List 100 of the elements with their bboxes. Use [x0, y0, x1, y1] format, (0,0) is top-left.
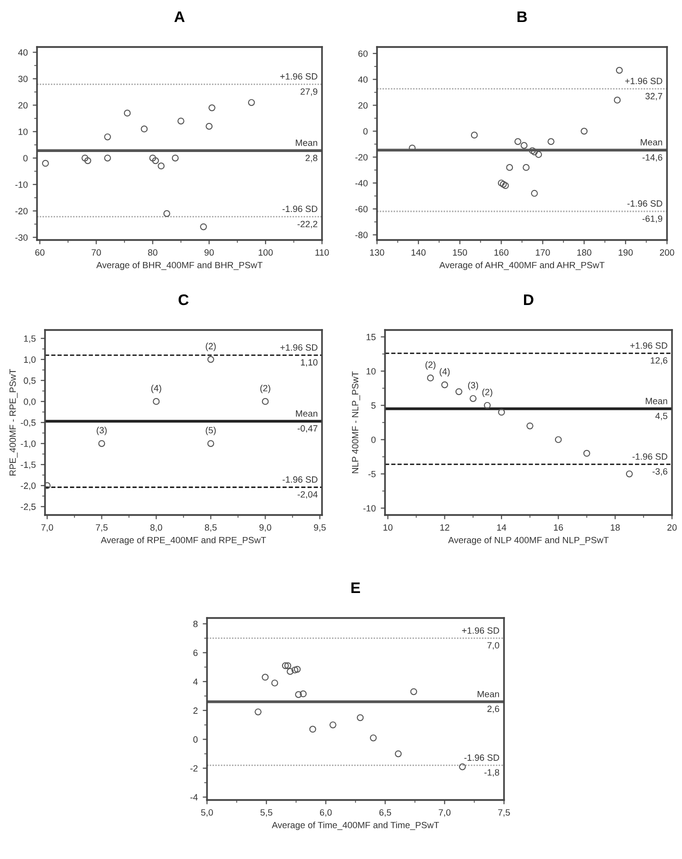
- x-tick-label: 140: [412, 249, 426, 256]
- y-tick-label: -30: [15, 234, 28, 241]
- x-tick-label: 16: [554, 524, 563, 531]
- x-tick-label: 170: [536, 249, 550, 256]
- ref-line-label: -1.96 SD: [464, 754, 500, 761]
- ref-line-label: Mean: [646, 398, 668, 404]
- chart-title: C: [178, 294, 189, 306]
- ref-line-label: +1.96 SD: [630, 342, 668, 349]
- x-axis-title: Average of Time_400MF and Time_PSwT: [272, 822, 440, 830]
- y-tick-label: 1,0: [24, 356, 36, 364]
- y-tick-label: 40: [18, 49, 28, 56]
- chart-title: D: [524, 294, 534, 305]
- x-axis-title: Average of BHR_400MF and BHR_PSwT: [96, 262, 263, 270]
- x-tick-label: 80: [148, 249, 158, 256]
- y-tick-label: 20: [18, 102, 28, 109]
- ref-line-label: +1.96 SD: [280, 344, 318, 351]
- y-tick-label: -1,5: [20, 462, 36, 469]
- annotation: -2,04: [298, 491, 318, 499]
- x-tick-label: 8,5: [204, 524, 217, 532]
- y-tick-label: -2,0: [20, 482, 36, 490]
- annotation: (2): [482, 388, 492, 398]
- y-tick-label: -20: [355, 154, 368, 160]
- y-tick-label: 2: [193, 707, 198, 714]
- ref-line-label: -1.96 SD: [282, 206, 318, 212]
- annotation: (2): [206, 342, 216, 352]
- annotation: 2,6: [487, 706, 500, 714]
- y-tick-label: 8: [193, 620, 198, 628]
- x-tick-label: 200: [660, 249, 674, 256]
- y-tick-label: 0,0: [24, 398, 36, 406]
- annotation: 32,7: [645, 92, 662, 100]
- x-tick-label: 190: [618, 249, 633, 256]
- x-tick-label: 9,0: [259, 524, 272, 532]
- x-tick-label: 5,5: [260, 809, 272, 817]
- y-tick-label: -40: [355, 180, 368, 186]
- y-axis-title: NLP 400MF - NLP_PSwT: [352, 371, 360, 474]
- y-tick-label: -10: [363, 505, 376, 512]
- x-tick-label: 8,0: [150, 524, 162, 532]
- ref-line-label: -1.96 SD: [282, 476, 318, 483]
- x-tick-label: 7,5: [498, 809, 510, 817]
- y-tick-label: 30: [18, 76, 28, 82]
- x-tick-label: 12: [440, 524, 450, 531]
- annotation: (3): [468, 382, 478, 390]
- annotation: 27,9: [300, 88, 318, 96]
- y-tick-label: -1,0: [20, 440, 36, 448]
- chart-title: B: [518, 11, 527, 22]
- y-tick-label: 4: [193, 678, 198, 685]
- chart-title: E: [351, 582, 360, 593]
- y-tick-label: 60: [358, 50, 368, 57]
- y-tick-label: 40: [358, 76, 368, 83]
- y-tick-label: 0: [193, 736, 198, 743]
- x-tick-label: 7,0: [41, 524, 54, 532]
- x-tick-label: 180: [577, 249, 592, 256]
- x-tick-label: 100: [258, 249, 273, 256]
- ref-line-label: Mean: [296, 140, 318, 146]
- y-tick-label: -0,5: [20, 419, 36, 427]
- annotation: -3,6: [652, 468, 668, 476]
- y-tick-label: 1,5: [24, 335, 36, 343]
- ref-line-label: +1.96 SD: [462, 627, 500, 634]
- x-tick-label: 5,0: [201, 809, 213, 817]
- y-tick-label: 0: [371, 436, 376, 443]
- x-tick-label: 9,5: [314, 524, 326, 532]
- y-tick-label: 0: [23, 155, 28, 162]
- y-tick-label: -4: [190, 794, 198, 800]
- ref-line-label: -1.96 SD: [627, 200, 662, 207]
- ref-line-label: +1.96 SD: [280, 73, 318, 80]
- x-axis-title: Average of AHR_400MF and AHR_PSwT: [439, 262, 605, 270]
- x-tick-label: 130: [370, 249, 384, 256]
- y-tick-label: -80: [355, 232, 368, 238]
- x-tick-label: 18: [610, 524, 620, 531]
- y-tick-label: 0,5: [24, 377, 36, 385]
- y-tick-label: 6: [193, 650, 198, 656]
- annotation: -22,2: [298, 220, 318, 228]
- annotation: (3): [96, 426, 107, 436]
- annotation: (2): [426, 361, 436, 370]
- y-tick-label: 10: [366, 368, 376, 374]
- x-axis-title: Average of NLP 400MF and NLP_PSwT: [448, 536, 609, 546]
- x-tick-label: 7,0: [438, 809, 451, 817]
- y-tick-label: 10: [18, 128, 28, 135]
- x-axis-title: Average of RPE_400MF and RPE_PSwT: [100, 536, 266, 546]
- x-tick-label: 70: [92, 249, 101, 256]
- annotation: -0,47: [298, 425, 318, 433]
- y-tick-label: -2: [190, 765, 198, 772]
- y-tick-label: -10: [15, 181, 28, 188]
- x-tick-label: 6,5: [379, 809, 392, 817]
- ref-line-label: -1.96 SD: [632, 453, 668, 460]
- ref-line-label: Mean: [478, 690, 499, 698]
- annotation: -61,9: [642, 215, 662, 223]
- x-tick-label: 150: [453, 249, 468, 256]
- y-tick-label: -60: [355, 206, 368, 212]
- x-tick-label: 10: [384, 524, 393, 531]
- y-tick-label: 5: [371, 402, 376, 409]
- x-tick-label: 7,5: [96, 524, 108, 532]
- x-tick-label: 60: [35, 249, 44, 256]
- annotation: 2,8: [306, 154, 318, 162]
- annotation: (5): [206, 426, 216, 436]
- x-tick-label: 160: [494, 249, 508, 256]
- x-tick-label: 90: [204, 249, 214, 256]
- y-tick-label: -2,5: [20, 504, 36, 512]
- annotation: -14,6: [642, 154, 662, 162]
- annotation: (4): [440, 368, 450, 376]
